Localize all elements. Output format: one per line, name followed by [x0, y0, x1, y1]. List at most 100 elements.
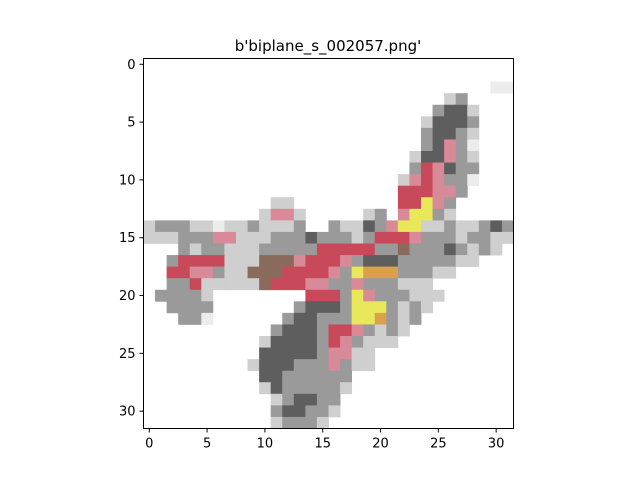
image-pixel	[316, 416, 329, 429]
image-pixel	[374, 243, 387, 256]
image-pixel	[305, 370, 318, 383]
image-pixel	[293, 393, 306, 406]
x-tick-label: 25	[430, 437, 447, 452]
image-pixel	[178, 231, 191, 244]
image-pixel	[467, 255, 480, 268]
image-pixel	[328, 220, 341, 233]
image-pixel	[340, 336, 353, 348]
image-pixel	[455, 116, 468, 129]
image-pixel	[236, 278, 248, 291]
image-pixel	[490, 81, 503, 94]
image-pixel	[386, 255, 399, 268]
image-pixel	[282, 312, 295, 325]
image-pixel	[201, 231, 214, 244]
image-pixel	[421, 127, 433, 140]
image-pixel	[201, 243, 214, 256]
image-pixel	[178, 266, 191, 279]
image-pixel	[305, 289, 318, 302]
image-pixel	[351, 231, 364, 244]
image-pixel	[270, 370, 283, 383]
image-pixel	[432, 116, 445, 129]
image-pixel	[316, 336, 329, 348]
image-pixel	[351, 266, 364, 279]
image-pixel	[432, 220, 445, 233]
image-pixel	[432, 289, 445, 302]
image-pixel	[166, 231, 179, 244]
image-pixel	[363, 359, 376, 372]
image-pixel	[259, 336, 272, 348]
image-pixel	[478, 231, 491, 244]
image-pixel	[270, 231, 283, 244]
image-pixel	[490, 231, 503, 244]
image-pixel	[409, 243, 422, 256]
image-pixel	[189, 278, 202, 291]
image-pixel	[444, 208, 457, 221]
image-pixel	[328, 266, 341, 279]
image-pixel	[282, 243, 295, 256]
image-pixel	[444, 243, 457, 256]
image-pixel	[409, 197, 422, 210]
image-pixel	[340, 301, 353, 314]
image-pixel	[374, 255, 387, 268]
image-pixel	[328, 393, 341, 406]
image-pixel	[421, 231, 433, 244]
image-pixel	[409, 301, 422, 314]
image-pixel	[421, 208, 433, 221]
image-pixel	[282, 359, 295, 372]
x-tick-label: 0	[145, 437, 153, 452]
image-pixel	[386, 336, 399, 348]
image-pixel	[212, 278, 225, 291]
image-pixel	[455, 185, 468, 198]
image-pixel	[421, 185, 433, 198]
image-pixel	[236, 220, 248, 233]
image-pixel	[455, 231, 468, 244]
image-pixel	[421, 255, 433, 268]
image-pixel	[305, 347, 318, 360]
image-pixel	[328, 243, 341, 256]
image-pixel	[270, 255, 283, 268]
image-pixel	[490, 220, 503, 233]
image-pixel	[166, 255, 179, 268]
image-pixel	[293, 231, 306, 244]
image-pixel	[432, 127, 445, 140]
image-pixel	[201, 289, 214, 302]
image-pixel	[316, 370, 329, 383]
image-pixel	[386, 324, 399, 337]
image-pixel	[178, 220, 191, 233]
image-pixel	[189, 266, 202, 279]
image-pixel	[282, 266, 295, 279]
image-pixel	[467, 174, 480, 187]
image-pixel	[340, 255, 353, 268]
image-pixel	[432, 208, 445, 221]
image-pixel	[328, 278, 341, 291]
axes-frame	[143, 58, 514, 429]
image-pixel	[293, 359, 306, 372]
image-pixel	[455, 127, 468, 140]
image-pixel	[259, 208, 272, 221]
image-pixel	[328, 301, 341, 314]
image-pixel	[444, 162, 457, 175]
image-pixel	[224, 278, 237, 291]
image-pixel	[455, 243, 468, 256]
image-pixel	[305, 278, 318, 291]
image-pixel	[374, 231, 387, 244]
image-pixel	[328, 347, 341, 360]
image-pixel	[386, 266, 399, 279]
image-pixel	[201, 312, 214, 325]
x-axis-ticks: 0 5 10 15 20 25 30	[145, 428, 504, 452]
image-pixel	[432, 151, 445, 163]
image-pixel	[189, 255, 202, 268]
image-pixel	[282, 278, 295, 291]
image-pixel	[363, 324, 376, 337]
image-pixel	[444, 116, 457, 129]
image-pixel	[467, 162, 480, 175]
image-pixel	[328, 336, 341, 348]
image-pixel	[305, 359, 318, 372]
image-pixel	[432, 139, 445, 152]
image-pixel	[270, 243, 283, 256]
image-pixel	[397, 289, 410, 302]
image-pixel	[259, 220, 272, 233]
image-pixel	[421, 301, 433, 314]
image-pixel	[328, 255, 341, 268]
image-pixel	[467, 231, 480, 244]
